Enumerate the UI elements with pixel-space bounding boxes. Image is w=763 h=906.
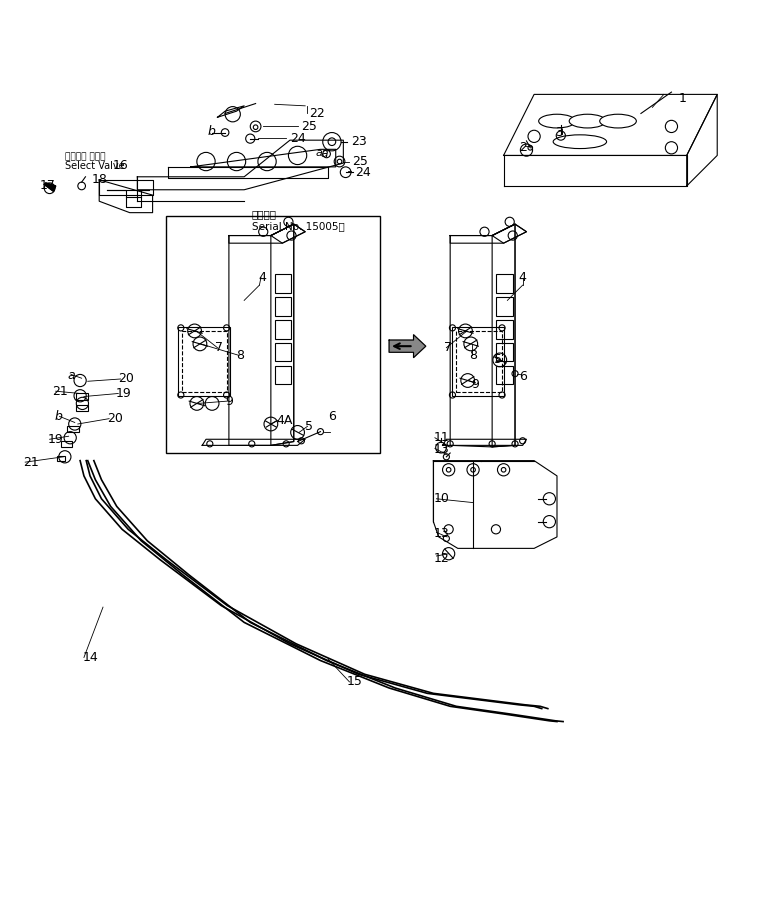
Text: 5: 5 (494, 353, 502, 366)
Text: 8: 8 (469, 349, 477, 361)
Text: 9: 9 (225, 395, 233, 408)
Text: 19: 19 (47, 433, 63, 446)
Text: 24: 24 (290, 132, 306, 145)
Text: Select Valve: Select Valve (65, 161, 124, 171)
Text: 7: 7 (215, 342, 223, 354)
Bar (76, 405, 88, 411)
Text: a: a (320, 148, 328, 160)
Bar (178, 327, 230, 396)
Text: 25: 25 (301, 120, 317, 133)
Text: 25: 25 (353, 155, 369, 168)
Text: 9: 9 (472, 378, 479, 390)
Text: 6: 6 (519, 371, 526, 383)
Bar (275, 343, 291, 361)
Text: 10: 10 (433, 492, 449, 506)
Bar (182, 331, 227, 392)
Text: 21: 21 (23, 456, 39, 468)
Text: 3: 3 (555, 126, 563, 139)
Text: 12: 12 (433, 552, 449, 564)
Bar (452, 327, 504, 396)
Text: 7: 7 (444, 342, 452, 354)
Bar (496, 343, 513, 361)
Ellipse shape (553, 135, 607, 149)
Bar (76, 393, 88, 400)
Text: 4: 4 (258, 271, 266, 284)
Text: 13: 13 (433, 526, 449, 540)
Text: 23: 23 (351, 135, 367, 149)
Bar (456, 331, 502, 392)
Text: 8: 8 (237, 349, 244, 361)
Text: セレクト バルブ: セレクト バルブ (65, 152, 105, 161)
Text: 適用号根
Serial No. 15005～: 適用号根 Serial No. 15005～ (252, 209, 345, 231)
Bar (67, 426, 79, 431)
Text: 20: 20 (118, 372, 134, 385)
Text: 4: 4 (519, 271, 526, 284)
Bar (496, 366, 513, 384)
Text: a: a (315, 149, 323, 159)
Text: 6: 6 (328, 410, 336, 423)
Text: 15: 15 (347, 675, 363, 689)
Text: 14: 14 (82, 651, 98, 664)
Bar (166, 217, 380, 453)
Ellipse shape (600, 114, 636, 128)
Text: 18: 18 (92, 173, 108, 187)
Text: 24: 24 (355, 166, 371, 178)
Text: 16: 16 (113, 159, 129, 172)
Bar (496, 320, 513, 339)
Bar (496, 297, 513, 315)
Text: 20: 20 (107, 412, 123, 425)
Bar (496, 275, 513, 293)
Text: 4A: 4A (276, 414, 292, 427)
Text: b: b (55, 410, 63, 423)
Text: 11: 11 (433, 431, 449, 444)
Text: 17: 17 (40, 179, 56, 192)
Bar (275, 297, 291, 315)
Bar (61, 441, 72, 447)
Text: b: b (208, 125, 215, 139)
Text: 1: 1 (679, 92, 687, 105)
Text: 2: 2 (519, 141, 526, 154)
Polygon shape (44, 183, 56, 191)
Text: a: a (67, 369, 75, 381)
Bar (57, 456, 65, 460)
Text: 5: 5 (305, 419, 313, 433)
Text: 13: 13 (433, 443, 449, 456)
Bar (275, 320, 291, 339)
Text: 22: 22 (309, 107, 325, 120)
Bar (275, 275, 291, 293)
Text: 21: 21 (52, 385, 68, 399)
Ellipse shape (539, 114, 575, 128)
Ellipse shape (569, 114, 606, 128)
Bar (275, 366, 291, 384)
Polygon shape (389, 334, 426, 358)
Text: 19: 19 (116, 387, 132, 400)
